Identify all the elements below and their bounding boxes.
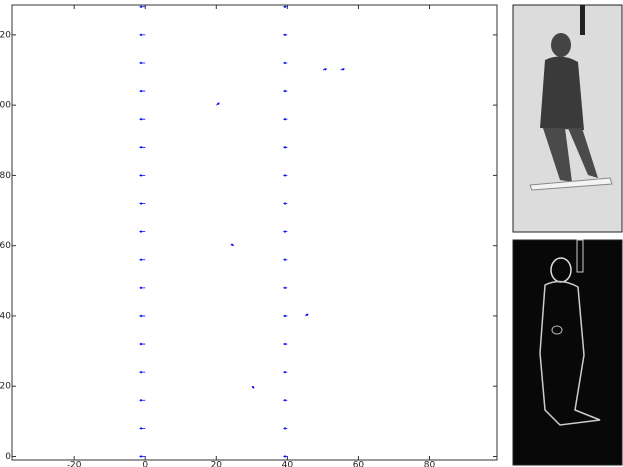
y-tick-label: 80 bbox=[0, 171, 11, 181]
x-tick-label: 0 bbox=[142, 461, 148, 467]
y-tick-label: 40 bbox=[0, 311, 11, 321]
y-tick-label: 100 bbox=[0, 101, 11, 111]
body bbox=[540, 56, 584, 130]
arrow bbox=[139, 33, 146, 37]
arrow bbox=[230, 243, 235, 247]
photo-grayscale bbox=[512, 4, 623, 233]
arrow bbox=[139, 258, 146, 262]
arrow bbox=[282, 230, 288, 233]
arrow bbox=[282, 174, 288, 177]
x-tick-label: 20 bbox=[211, 461, 223, 467]
y-tick-label: 20 bbox=[0, 382, 11, 392]
x-tick-label: 40 bbox=[282, 461, 294, 467]
arrow bbox=[282, 202, 288, 205]
arrow bbox=[139, 61, 146, 65]
arrow bbox=[139, 174, 146, 177]
arrow bbox=[282, 427, 288, 430]
arrow bbox=[282, 117, 288, 121]
arrow bbox=[282, 89, 288, 93]
arrow bbox=[139, 398, 146, 402]
arrow bbox=[282, 286, 288, 290]
x-tick-label: -20 bbox=[67, 461, 82, 467]
photo-edges bbox=[512, 239, 623, 466]
arrow bbox=[139, 370, 146, 374]
arrow bbox=[139, 5, 146, 9]
y-tick-label: 0 bbox=[5, 452, 11, 462]
arrow bbox=[139, 314, 146, 318]
hand-edge bbox=[551, 325, 563, 335]
y-tick-label: 60 bbox=[0, 241, 11, 251]
head bbox=[551, 33, 571, 57]
arrow bbox=[139, 89, 146, 93]
arrow bbox=[282, 398, 288, 402]
x-tick-label: 80 bbox=[424, 461, 436, 467]
plot-frame bbox=[11, 4, 498, 461]
arrow bbox=[139, 202, 146, 205]
arrow bbox=[322, 68, 328, 71]
arrow bbox=[282, 342, 288, 346]
arrow bbox=[139, 145, 146, 149]
board bbox=[529, 177, 613, 191]
arrow bbox=[282, 145, 288, 149]
body-edge bbox=[539, 280, 601, 426]
photo-frame bbox=[512, 239, 623, 466]
legs bbox=[543, 128, 598, 182]
arrow bbox=[282, 258, 288, 262]
arrow bbox=[139, 455, 146, 458]
arrow bbox=[304, 313, 309, 317]
arrow bbox=[216, 102, 220, 106]
y-tick-label: 120 bbox=[0, 30, 11, 40]
pole bbox=[580, 5, 585, 35]
arrow bbox=[282, 5, 288, 9]
arrow bbox=[340, 68, 346, 71]
arrow bbox=[139, 286, 146, 290]
arrow bbox=[251, 385, 255, 389]
arrow bbox=[139, 117, 146, 121]
arrow bbox=[282, 33, 288, 37]
pole-edge bbox=[576, 239, 584, 273]
arrow bbox=[282, 370, 288, 374]
arrow bbox=[282, 314, 288, 318]
arrow bbox=[282, 455, 288, 458]
arrow bbox=[139, 427, 146, 430]
arrow bbox=[139, 230, 146, 233]
x-tick-label: 60 bbox=[353, 461, 365, 467]
arrow bbox=[282, 61, 288, 65]
arrow bbox=[139, 342, 146, 346]
